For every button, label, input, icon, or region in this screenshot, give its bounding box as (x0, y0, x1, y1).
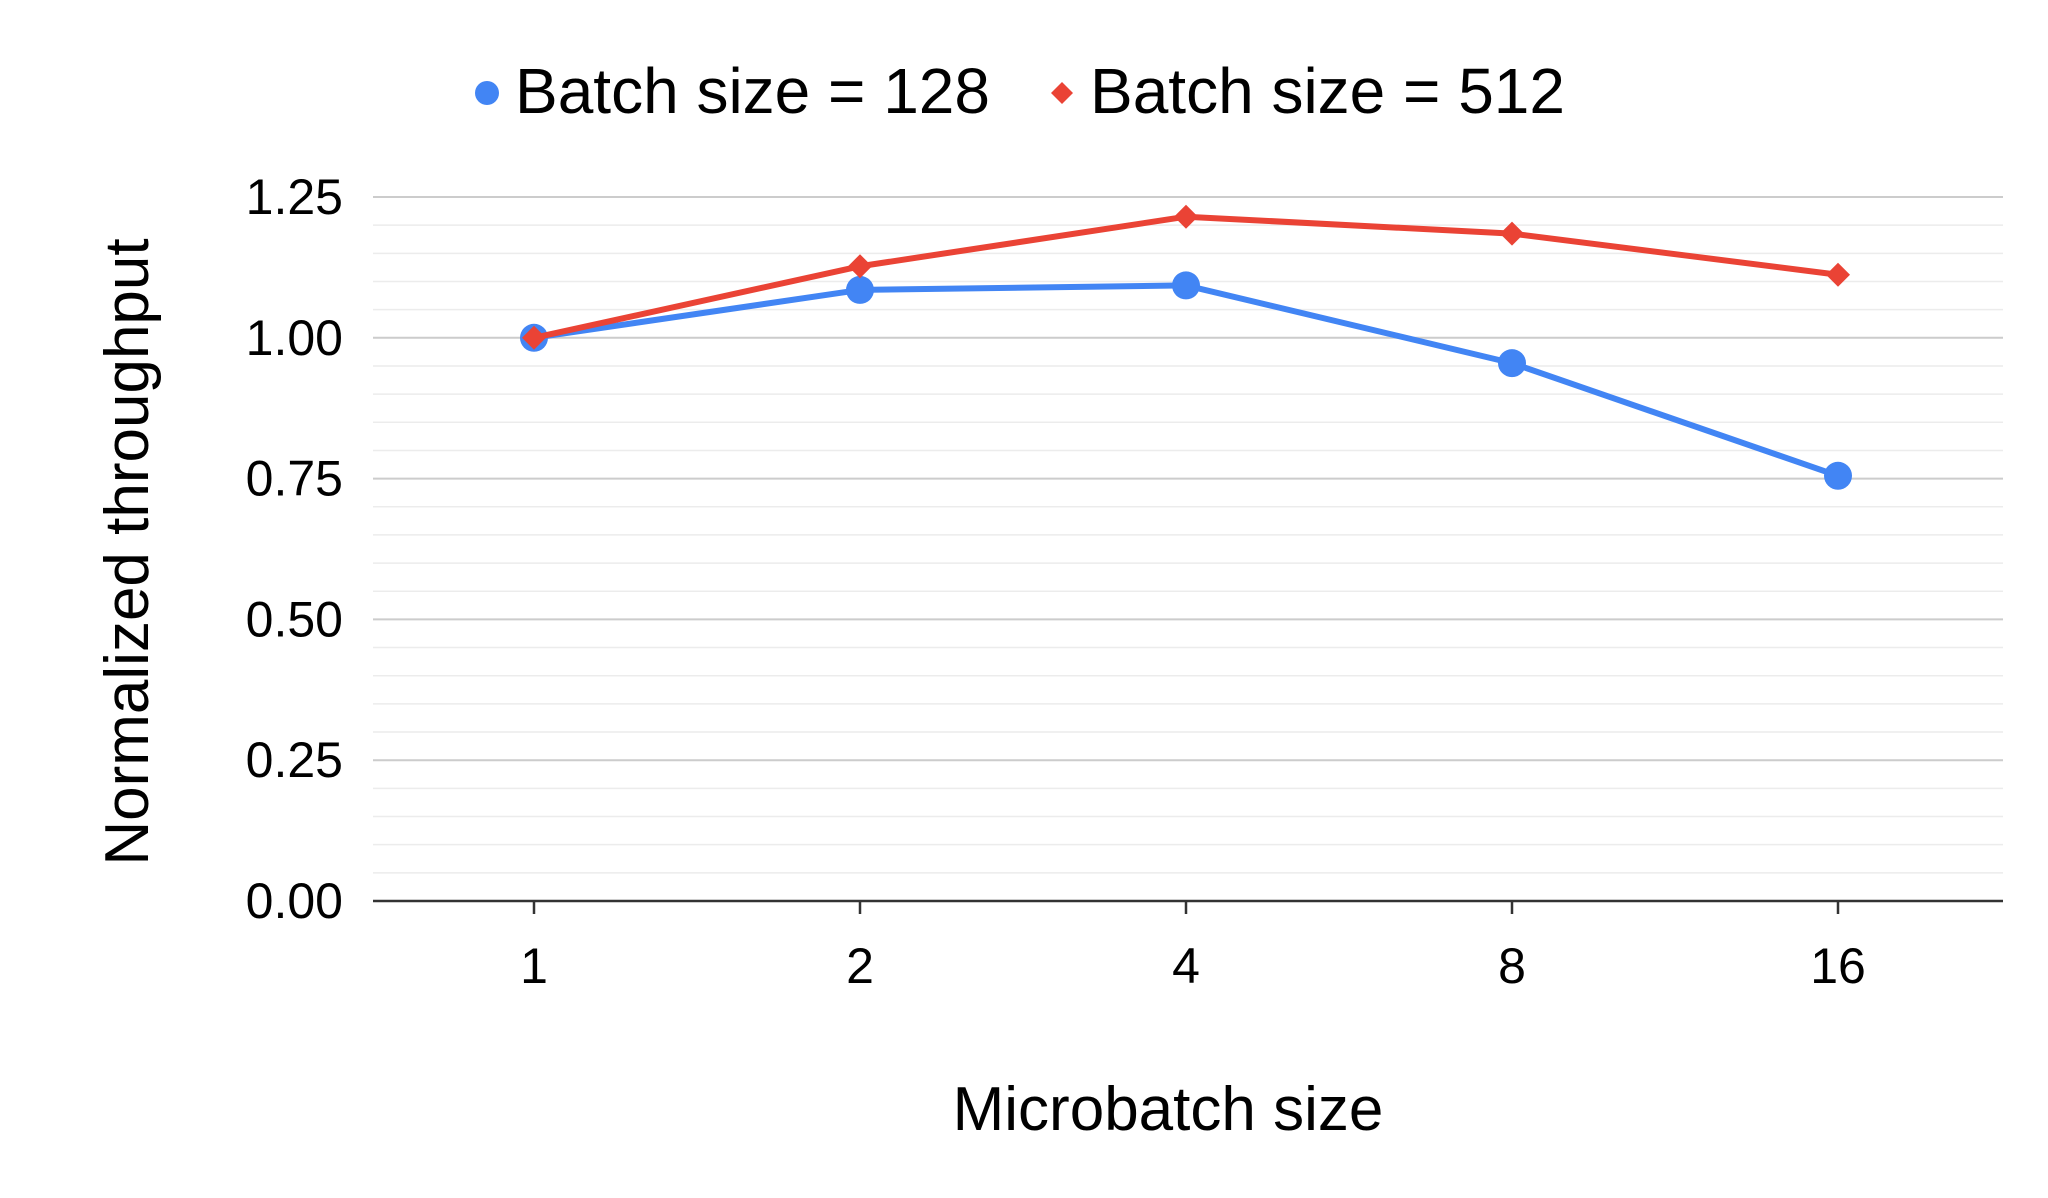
series-line (531, 282, 1841, 479)
y-axis-title: Normalized throughput (93, 238, 162, 865)
data-point (1498, 349, 1526, 378)
data-point (1174, 204, 1198, 229)
y-tick-label: 0.75 (246, 451, 343, 507)
legend-marker (475, 81, 499, 105)
data-point (522, 325, 546, 350)
series-1 (520, 271, 1852, 490)
y-tick-label: 1.25 (246, 169, 343, 225)
legend-label: Batch size = 512 (1090, 55, 1565, 127)
y-tick-label: 1.00 (246, 310, 343, 366)
y-tick-label: 0.50 (246, 591, 343, 647)
data-point (846, 275, 874, 304)
data-point (1500, 221, 1524, 246)
data-point (1172, 271, 1200, 300)
x-tick-label: 1 (520, 938, 548, 994)
data-point (1824, 461, 1852, 490)
x-tick-label: 4 (1172, 938, 1200, 994)
y-tick-label: 0.00 (246, 873, 343, 929)
series-2 (522, 204, 1850, 350)
data-point (848, 254, 872, 279)
grid-lines (373, 196, 2003, 874)
x-tick-label: 8 (1498, 938, 1526, 994)
legend-marker (1051, 82, 1073, 104)
data-point (1826, 262, 1850, 287)
legend-label: Batch size = 128 (515, 55, 990, 127)
x-tick-label: 16 (1810, 938, 1866, 994)
x-axis-title: Microbatch size (953, 1075, 1384, 1144)
axes: 0.00 0.25 0.50 0.75 1.00 1.25 1 2 4 8 16 (246, 169, 2003, 994)
x-tick-label: 2 (846, 938, 874, 994)
y-tick-label: 0.25 (246, 732, 343, 788)
legend: Batch size = 128 Batch size = 512 (475, 55, 1565, 127)
series (520, 204, 1852, 490)
